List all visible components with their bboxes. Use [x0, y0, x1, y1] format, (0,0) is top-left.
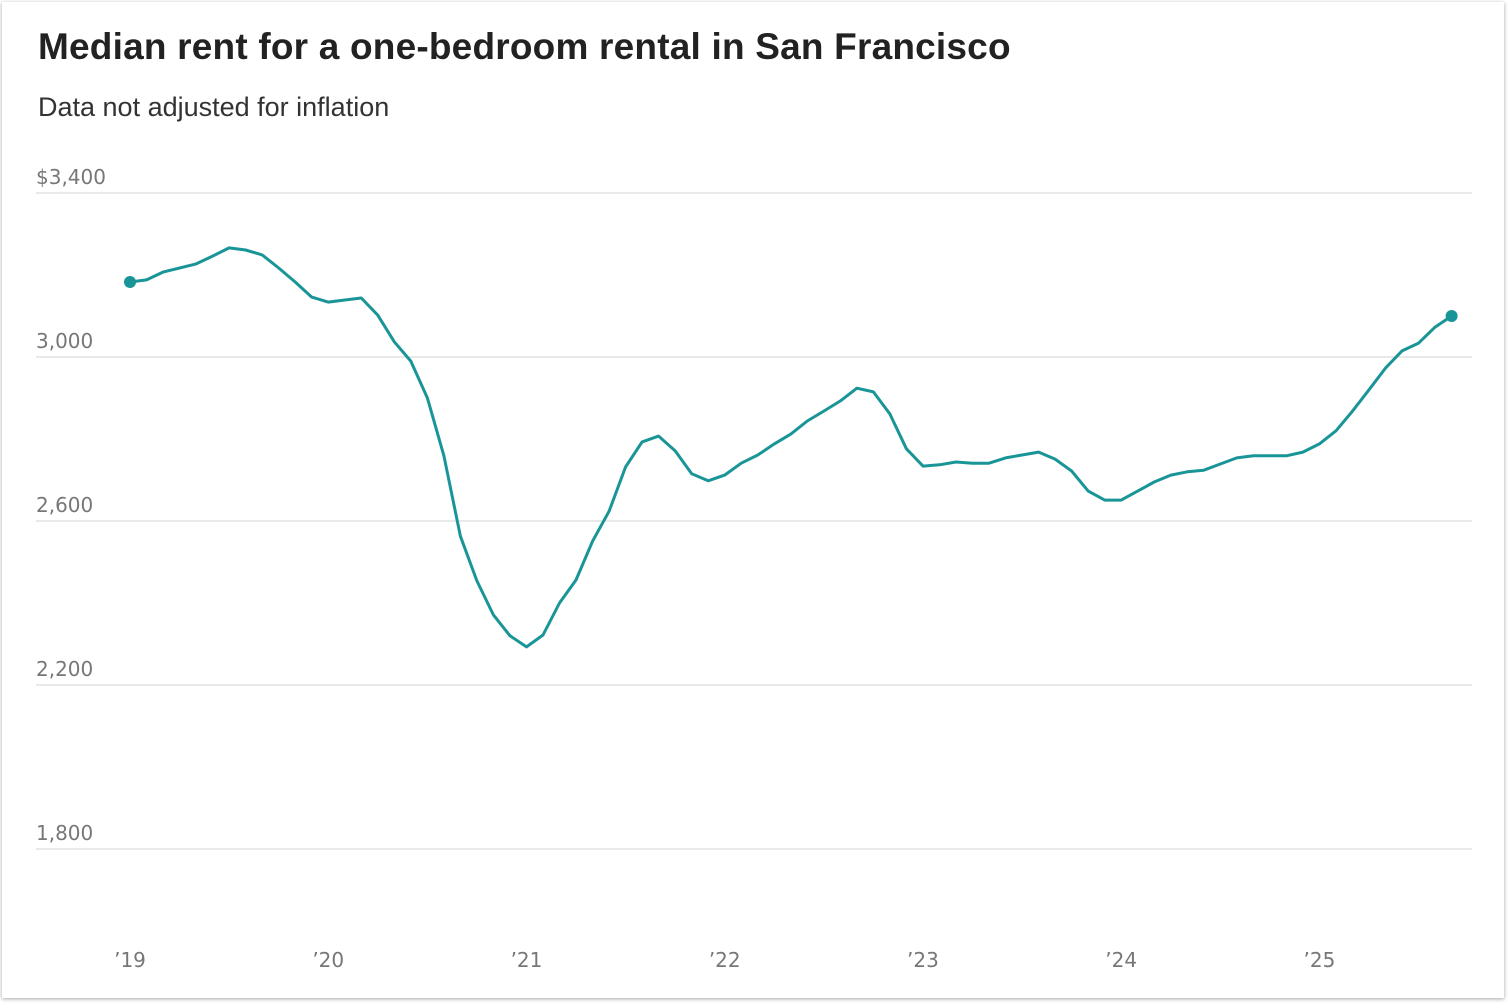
y-tick-label: $3,400: [36, 165, 106, 189]
start-point-marker: [124, 275, 136, 288]
y-tick-label: 2,200: [36, 657, 93, 681]
y-tick-label: 3,000: [36, 329, 93, 353]
x-tick-label: ’24: [1105, 948, 1137, 972]
y-tick-label: 2,600: [36, 493, 93, 517]
x-tick-label: ’19: [114, 948, 146, 972]
x-tick-label: ’20: [312, 948, 344, 972]
x-tick-label: ’22: [709, 948, 741, 972]
series-line: [128, 246, 1454, 649]
x-tick-label: ’23: [907, 948, 939, 972]
y-tick-label: 1,800: [36, 821, 93, 845]
chart-title: Median rent for a one-bedroom rental in …: [38, 26, 1011, 67]
chart-subtitle: Data not adjusted for inflation: [38, 92, 390, 122]
x-tick-label: ’25: [1304, 948, 1336, 972]
x-tick-label: ’21: [511, 948, 543, 972]
end-point-marker: [1445, 310, 1458, 322]
